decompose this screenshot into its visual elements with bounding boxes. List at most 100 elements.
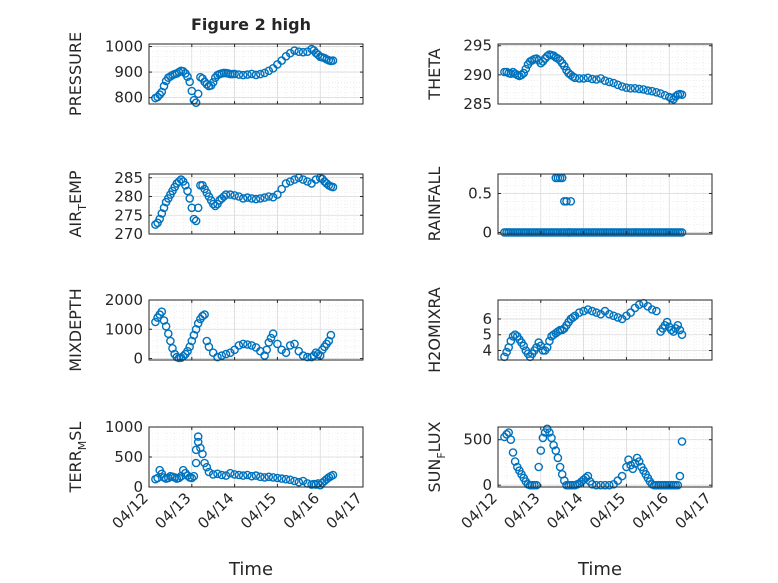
data-point [510,457,520,466]
data-point [536,446,546,455]
data-point [609,78,618,88]
y-tick-label: 0 [133,478,143,496]
data-point [243,193,252,202]
data-point [208,348,218,358]
data-point [185,194,194,203]
subplot-4: 0 0.5 RAINFALL [425,167,713,242]
data-point [502,429,511,439]
data-point [626,308,636,317]
x-axis-label: Time [577,559,622,580]
data-point [328,470,338,480]
data-point [243,70,252,79]
data-point [238,471,248,480]
data-point [189,471,199,481]
y-tick-label: 5 [482,326,492,344]
data-point [183,186,192,196]
subplot-6: 456 H2OMIXRA [425,287,713,373]
data-point [268,192,278,202]
data-point [266,333,276,343]
data-point [628,464,638,474]
data-point [613,313,623,322]
data-point [230,345,239,355]
data-point [506,336,516,346]
data-point [634,457,644,466]
data-point [613,476,623,485]
data-point [605,309,614,319]
data-point [583,471,593,481]
data-point [290,339,299,349]
data-point [538,433,548,443]
data-point [605,480,614,490]
data-point [285,341,295,350]
data-point [510,330,520,340]
y-tick-label: 270 [114,225,143,243]
y-axis-label-subscript: F [435,452,448,458]
data-point [656,89,665,98]
data-point [298,175,308,184]
data-point [557,325,567,335]
subplot-2: 285 290 295 THETA [425,37,713,113]
data-point [159,81,169,91]
data-point [506,435,516,445]
data-point [675,325,685,335]
y-tick-label: 0.5 [468,184,492,202]
data-point [617,471,627,481]
y-tick-label: 0 [482,223,492,241]
data-point [260,68,269,78]
data-point [264,472,274,482]
data-point [174,177,184,186]
data-point [198,311,207,321]
data-point [273,339,282,349]
data-point [294,47,304,57]
data-point [225,190,235,199]
y-tick-label: 1000 [105,320,143,338]
data-point [273,190,282,199]
data-point [592,480,601,490]
data-point [652,88,661,97]
data-point [185,342,194,352]
data-point [221,190,231,199]
plot-area [498,44,712,104]
axes-box [497,426,713,488]
data-point [151,317,160,327]
data-point [159,203,169,213]
data-point [285,48,295,58]
data-point [536,58,546,68]
data-point [247,471,256,481]
data-point [313,50,323,60]
data-point [566,196,576,206]
data-point [677,437,687,446]
data-point [193,89,203,99]
y-axis-label-subscript: T [76,204,89,212]
data-point [243,470,252,480]
data-point [183,72,192,81]
data-point [230,191,239,200]
data-point [202,336,212,346]
data-point [217,470,227,480]
data-point [191,98,201,107]
data-point [605,77,614,87]
data-point [181,180,190,190]
data-point [677,90,687,99]
y-axis-label-main: H2OMIXRA [425,287,444,373]
y-tick-label: 285 [114,169,143,187]
data-point [587,74,597,84]
data-point [268,473,278,482]
y-tick-label: 0 [482,476,492,494]
data-point [234,341,244,350]
data-point [210,201,220,211]
data-point [161,321,171,331]
y-tick-label: 0 [133,350,143,368]
data-point [564,228,573,237]
y-axis-label: RAINFALL [425,167,444,242]
y-axis-label-main: MIXDEPTH [66,288,85,371]
data-point [317,174,327,184]
data-point [549,440,558,450]
data-point [191,216,201,226]
plot-area [498,174,712,234]
data-point [662,317,672,327]
data-point [157,307,167,317]
